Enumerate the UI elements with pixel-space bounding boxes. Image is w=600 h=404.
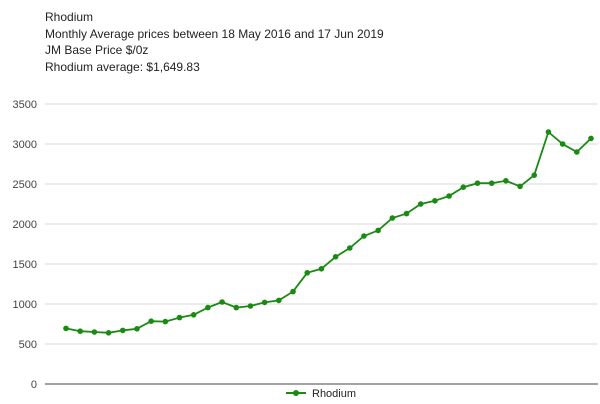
data-point[interactable] — [318, 266, 325, 272]
legend[interactable]: Rhodium — [286, 388, 356, 400]
data-point[interactable] — [233, 304, 240, 311]
data-point[interactable] — [559, 141, 566, 147]
data-point[interactable] — [261, 299, 268, 306]
data-point[interactable] — [205, 304, 211, 311]
series-line-rhodium — [65, 130, 592, 334]
data-point[interactable] — [531, 172, 538, 178]
data-point[interactable] — [219, 299, 225, 305]
series-points-rhodium — [63, 129, 594, 336]
chart-subtitle: Monthly Average prices between 18 May 20… — [45, 26, 384, 41]
data-point[interactable] — [91, 329, 98, 335]
data-point[interactable] — [417, 201, 424, 207]
data-point[interactable] — [276, 297, 282, 304]
data-point[interactable] — [389, 215, 396, 221]
data-point[interactable] — [460, 184, 467, 190]
y-tick-label: 1500 — [13, 259, 37, 271]
data-point[interactable] — [119, 327, 126, 334]
data-point[interactable] — [63, 325, 69, 332]
data-point[interactable] — [332, 253, 339, 260]
data-point[interactable] — [77, 328, 83, 335]
data-point[interactable] — [162, 318, 169, 325]
data-point[interactable] — [148, 318, 154, 325]
y-tick-label: 1000 — [13, 299, 37, 311]
data-point[interactable] — [503, 178, 509, 184]
data-point[interactable] — [545, 129, 552, 135]
data-point[interactable] — [403, 210, 410, 217]
y-tick-label: 2000 — [13, 219, 37, 231]
data-point[interactable] — [446, 193, 452, 199]
data-point[interactable] — [488, 180, 495, 186]
data-point[interactable] — [247, 303, 254, 309]
price-basis-label: JM Base Price $/0z — [45, 43, 149, 57]
legend-label-rhodium: Rhodium — [312, 388, 356, 400]
chart-title: Rhodium — [45, 10, 94, 24]
legend-marker-icon — [293, 390, 299, 396]
y-tick-label: 500 — [19, 339, 37, 351]
data-point[interactable] — [346, 245, 353, 251]
data-point[interactable] — [574, 149, 580, 155]
data-point[interactable] — [176, 314, 183, 321]
data-point[interactable] — [517, 183, 523, 190]
data-point[interactable] — [190, 312, 197, 318]
average-price-label: Rhodium average: $1,649.83 — [45, 59, 200, 74]
y-tick-label: 3500 — [13, 99, 37, 111]
data-point[interactable] — [432, 198, 438, 204]
data-point[interactable] — [375, 227, 381, 234]
data-point[interactable] — [361, 233, 367, 239]
y-axis-tick-labels: 0 500 1000 1500 2000 2500 3000 3500 — [13, 99, 37, 391]
y-tick-label: 3000 — [13, 139, 37, 151]
data-point[interactable] — [304, 270, 311, 276]
data-point[interactable] — [588, 135, 594, 142]
chart-header: Rhodium Monthly Average prices between 1… — [45, 9, 384, 75]
grid-lines — [45, 103, 598, 345]
y-tick-label: 2500 — [13, 179, 37, 191]
data-point[interactable] — [134, 326, 140, 332]
data-point[interactable] — [474, 180, 481, 186]
data-point[interactable] — [290, 288, 296, 295]
y-tick-label: 0 — [31, 379, 37, 391]
data-point[interactable] — [105, 330, 112, 336]
